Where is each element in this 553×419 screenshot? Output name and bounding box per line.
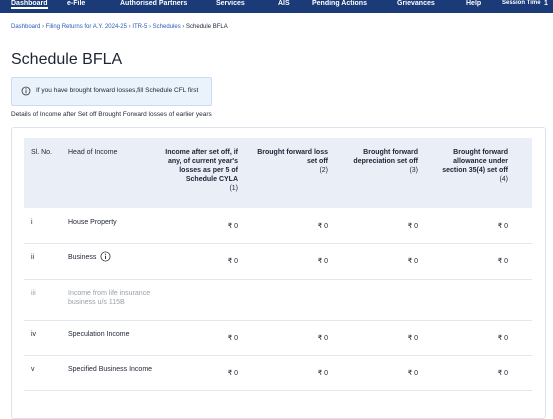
breadcrumb-item[interactable]: Schedules xyxy=(152,24,181,30)
header-text: Head of Income xyxy=(68,149,118,156)
column-number: (1) xyxy=(229,185,238,192)
row-divider xyxy=(24,390,532,391)
cell-value[interactable]: ₹ 0 xyxy=(317,258,328,265)
row-divider xyxy=(24,243,532,244)
column-number: (2) xyxy=(319,167,328,174)
breadcrumb-item: Schedule BFLA xyxy=(186,24,228,30)
row-divider xyxy=(24,355,532,356)
session-value: 1 xyxy=(544,0,548,7)
row-number: iii xyxy=(31,290,36,297)
column-header: Head of Income xyxy=(68,148,117,157)
row-number: i xyxy=(31,219,33,226)
nav-item[interactable]: Dashboard xyxy=(11,0,48,9)
nav-item[interactable]: Authorised Partners xyxy=(120,0,188,7)
header-text: Income after set off, if any, of current… xyxy=(165,149,238,183)
session-label: Session Time xyxy=(502,0,541,6)
cell-value[interactable]: ₹ 0 xyxy=(317,223,328,230)
column-header: Brought forward loss set off (2) xyxy=(253,148,328,175)
cell-value[interactable]: ₹ 0 xyxy=(497,223,508,230)
nav-item[interactable]: Services xyxy=(216,0,245,7)
separator: › xyxy=(126,24,133,30)
cell-value[interactable]: ₹ 0 xyxy=(497,258,508,265)
cell-value[interactable]: ₹ 0 xyxy=(497,335,508,342)
separator: › xyxy=(40,24,46,30)
header-text: Brought forward loss set off xyxy=(257,149,328,165)
info-icon[interactable] xyxy=(100,251,111,262)
row-divider xyxy=(24,320,532,321)
column-header: Income after set off, if any, of current… xyxy=(163,148,238,193)
row-head: Specified Business Income xyxy=(68,366,153,373)
separator: › xyxy=(180,24,187,30)
breadcrumb-item[interactable]: Filing Returns for A.Y. 2024-25 xyxy=(45,24,127,30)
cell-value[interactable]: ₹ 0 xyxy=(407,370,418,377)
nav-item[interactable]: AIS xyxy=(278,0,290,7)
cell-value[interactable]: ₹ 0 xyxy=(227,370,238,377)
cell-value[interactable]: ₹ 0 xyxy=(227,223,238,230)
row-divider xyxy=(24,279,532,280)
cell-value[interactable]: ₹ 0 xyxy=(407,223,418,230)
cell-value[interactable]: ₹ 0 xyxy=(407,335,418,342)
row-head: Income from life insurance business u/s … xyxy=(68,290,151,306)
nav-bar: Dashboard e-File Authorised Partners Servic… xyxy=(0,0,553,13)
column-number: (4) xyxy=(499,176,508,183)
cell-value[interactable]: ₹ 0 xyxy=(227,335,238,342)
table-header xyxy=(24,138,532,208)
info-box: If you have brought forward losses,fill … xyxy=(11,77,212,106)
info-icon xyxy=(21,86,31,96)
separator: › xyxy=(147,24,153,30)
header-text: Brought forward allowance under section … xyxy=(442,149,508,174)
cell-value[interactable]: ₹ 0 xyxy=(317,370,328,377)
nav-item[interactable]: Pending Actions xyxy=(312,0,367,7)
cell-value[interactable]: ₹ 0 xyxy=(497,370,508,377)
cell-value[interactable]: ₹ 0 xyxy=(407,258,418,265)
nav-item[interactable]: Grievances xyxy=(397,0,435,7)
page-title: Schedule BFLA xyxy=(11,51,123,68)
nav-item[interactable]: e-File xyxy=(67,0,86,7)
breadcrumb: Dashboard › Filing Returns for A.Y. 2024… xyxy=(11,24,228,30)
row-head: Speculation Income xyxy=(68,331,130,338)
column-header: Brought forward depreciation set off (3) xyxy=(343,148,418,175)
column-header: Sl. No. xyxy=(31,148,52,157)
header-text: Sl. No. xyxy=(31,149,53,156)
row-head: Business xyxy=(68,254,97,261)
row-number: iv xyxy=(31,331,37,338)
description: Details of Income after Set off Brought … xyxy=(11,111,212,118)
row-number: v xyxy=(31,366,35,373)
breadcrumb-item[interactable]: Dashboard xyxy=(11,24,41,30)
column-number: (3) xyxy=(409,167,418,174)
row-number: ii xyxy=(31,254,35,261)
header-text: Brought forward depreciation set off xyxy=(353,149,418,165)
nav-item[interactable]: Help xyxy=(466,0,482,7)
row-head: House Property xyxy=(68,219,117,226)
column-header: Brought forward allowance under section … xyxy=(430,148,508,184)
info-text: If you have brought forward losses,fill … xyxy=(36,87,199,94)
breadcrumb-item[interactable]: ITR-5 xyxy=(132,24,148,30)
cell-value[interactable]: ₹ 0 xyxy=(317,335,328,342)
cell-value[interactable]: ₹ 0 xyxy=(227,258,238,265)
